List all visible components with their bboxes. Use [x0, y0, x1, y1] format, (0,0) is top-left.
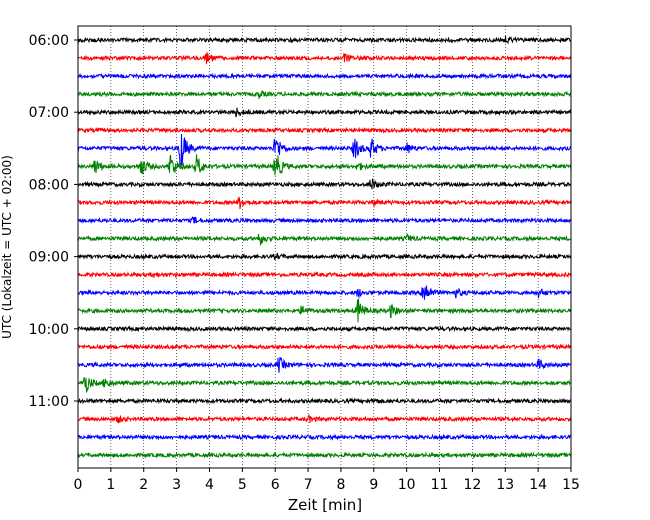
x-tick-label: 11: [431, 477, 449, 493]
trace-row-5: [77, 126, 572, 134]
x-tick-label: 2: [139, 477, 148, 493]
x-tick-label: 7: [304, 477, 313, 493]
x-tick-label: 3: [172, 477, 181, 493]
trace-row-20: [77, 397, 572, 405]
trace-row-22: [77, 433, 572, 441]
x-tick-label: 12: [463, 477, 481, 493]
trace-row-17: [77, 343, 572, 351]
x-axis-label: Zeit [min]: [288, 496, 362, 514]
x-tick-label: 14: [529, 477, 547, 493]
x-tick-label: 15: [562, 477, 580, 493]
x-tick-label: 8: [336, 477, 345, 493]
x-tick-label: 10: [398, 477, 416, 493]
trace-row-10: [77, 216, 572, 225]
x-tick-label: 1: [106, 477, 115, 493]
x-tick-label: 4: [205, 477, 214, 493]
trace-row-2: [77, 72, 572, 80]
trace-row-19: [77, 377, 572, 393]
trace-row-7: [77, 154, 572, 176]
trace-row-6: [77, 133, 571, 169]
y-axis: 06:00 07:00 08:00 09:00 10:00 11:00: [29, 33, 78, 410]
trace-layer: [77, 35, 572, 459]
trace-row-13: [77, 270, 572, 279]
trace-row-11: [77, 233, 572, 247]
y-tick-label: 09:00: [29, 250, 69, 266]
trace-row-12: [77, 252, 572, 261]
trace-row-9: [77, 196, 572, 210]
trace-row-14: [77, 285, 572, 300]
trace-row-18: [77, 356, 572, 373]
y-axis-label: UTC (Lokalzeit = UTC + 02:00): [0, 155, 14, 339]
trace-row-8: [77, 178, 572, 190]
x-tick-label: 5: [238, 477, 247, 493]
trace-row-21: [78, 414, 572, 424]
trace-row-3: [77, 90, 572, 99]
trace-row-16: [77, 325, 571, 333]
y-tick-label: 08:00: [29, 177, 69, 193]
trace-row-4: [77, 107, 572, 118]
plot-frame: [77, 25, 572, 469]
y-tick-label: 11:00: [29, 394, 69, 410]
trace-row-0: [77, 35, 572, 45]
trace-row-15: [77, 298, 572, 323]
y-tick-label: 10:00: [29, 322, 69, 338]
x-tick-label: 9: [369, 477, 378, 493]
trace-row-1: [77, 51, 572, 65]
y-tick-label: 06:00: [29, 33, 69, 49]
x-tick-label: 6: [271, 477, 280, 493]
x-tick-label: 13: [496, 477, 514, 493]
y-tick-label: 07:00: [29, 105, 69, 121]
x-tick-label: 0: [74, 477, 83, 493]
trace-row-23: [77, 451, 572, 459]
x-axis: 0 1 2 3 4 5 6 7 8 9 10 11 12 13 14 15: [74, 468, 580, 493]
